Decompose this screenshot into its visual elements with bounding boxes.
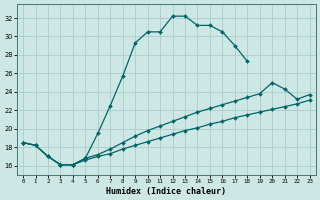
X-axis label: Humidex (Indice chaleur): Humidex (Indice chaleur) — [106, 187, 226, 196]
